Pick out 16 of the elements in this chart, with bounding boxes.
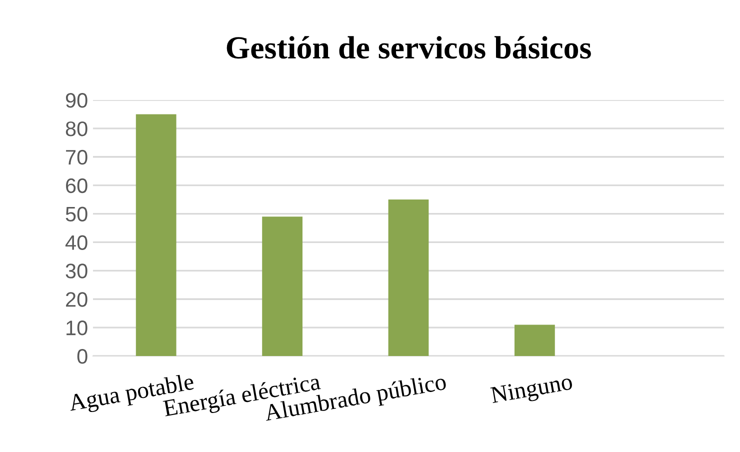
y-tick-label: 70 xyxy=(66,150,88,165)
y-tick-label: 60 xyxy=(66,178,88,194)
y-tick-label: 20 xyxy=(66,292,88,307)
y-tick-label: 50 xyxy=(66,206,88,222)
y-tick-label: 10 xyxy=(66,320,88,336)
y-tick-label: 90 xyxy=(66,93,88,108)
y-tick-label: 30 xyxy=(66,264,88,278)
y-tick-label: 0 xyxy=(77,349,88,364)
bar xyxy=(388,200,429,356)
y-tick-label: 40 xyxy=(65,235,88,250)
y-tick-label: 80 xyxy=(66,121,88,136)
bar xyxy=(262,216,302,356)
chart-title: Gestión de servicos básicos xyxy=(226,36,591,59)
bar xyxy=(514,324,555,356)
x-tick-label: Ninguno xyxy=(490,373,574,408)
bar xyxy=(136,114,176,356)
